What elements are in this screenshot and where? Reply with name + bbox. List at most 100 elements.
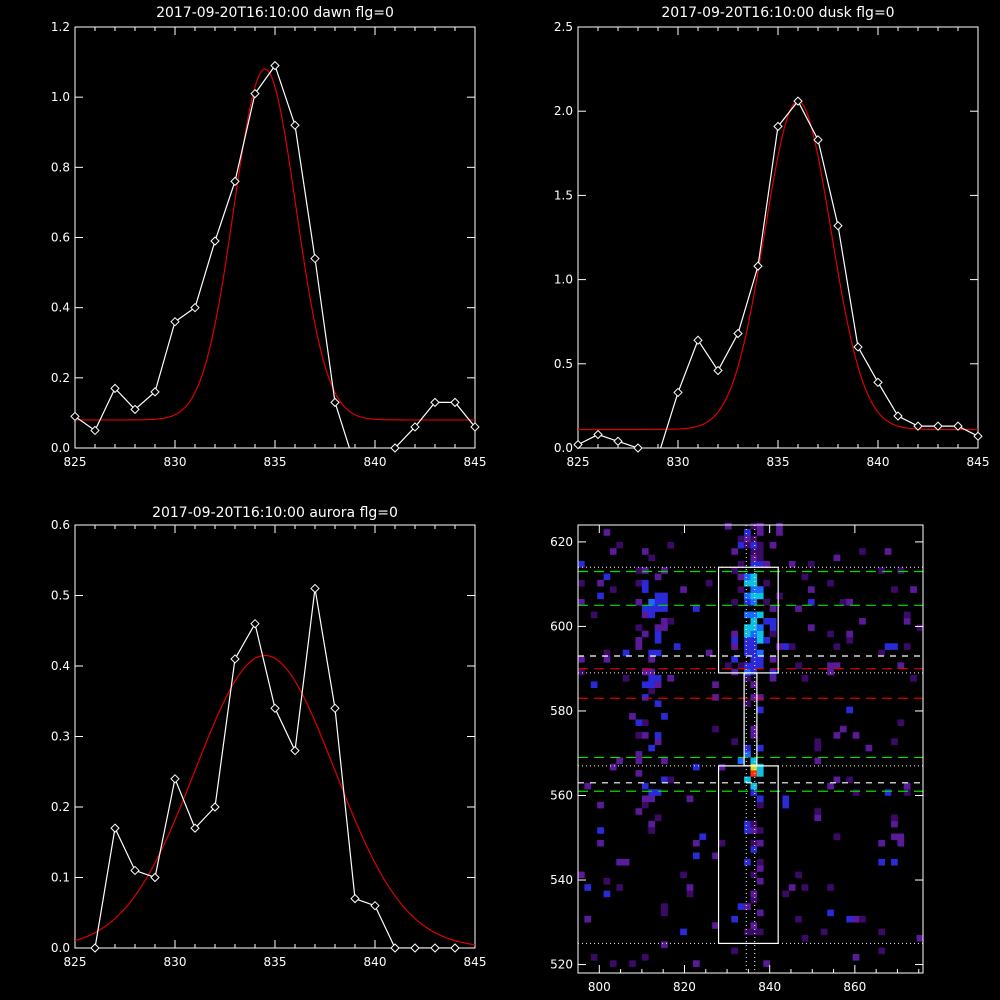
heatmap-cell: [744, 928, 751, 936]
heatmap-cell: [833, 776, 841, 784]
heatmap-cell: [750, 643, 758, 650]
heatmap-cell: [878, 928, 885, 936]
data-point: [70, 411, 80, 422]
image-axes: 800 820 840 860 520 540 560 580 600 620: [550, 525, 923, 994]
heatmap-cell: [756, 624, 764, 631]
heatmap-cell: [756, 586, 764, 593]
heatmap-cell: [750, 637, 758, 644]
heatmap-cell: [635, 567, 643, 574]
heatmap-cell: [750, 922, 758, 929]
heatmap-cell: [654, 637, 662, 644]
heatmap-cell: [724, 522, 732, 530]
data-point: [90, 943, 100, 953]
heatmap-cell: [795, 605, 802, 612]
heatmap-cell: [578, 871, 585, 879]
heatmap-cell: [686, 795, 694, 803]
data-point: [250, 88, 260, 99]
heatmap-cell: [756, 706, 764, 714]
heatmap-cell: [801, 884, 809, 891]
heatmap-cell: [718, 763, 726, 771]
heatmap-cell: [750, 541, 758, 549]
heatmap-cell: [801, 573, 809, 581]
data-point: [290, 745, 300, 756]
heatmap-cell: [603, 656, 611, 663]
heatmap-cell: [750, 890, 758, 898]
heatmap-cell: [846, 637, 853, 644]
heatmap-cell: [756, 548, 764, 555]
data-point: [150, 387, 160, 397]
heatmap-cell: [731, 738, 738, 745]
heatmap-cell: [763, 599, 770, 606]
data-point: [410, 943, 420, 953]
heatmap-cell: [878, 567, 885, 574]
heatmap-cell: [603, 649, 611, 657]
heatmap-cell: [756, 541, 764, 549]
x-tick-label: 840: [364, 455, 387, 469]
heatmap-cell: [750, 649, 758, 657]
data-point: [210, 802, 220, 812]
x-tick-label: 840: [758, 980, 781, 994]
heatmap-cell: [750, 896, 758, 904]
heatmap-cell: [661, 909, 668, 917]
heatmap-cell: [865, 744, 873, 752]
heatmap-cell: [648, 687, 655, 695]
heatmap-cell: [891, 586, 898, 593]
data-point: [190, 302, 200, 313]
heatmap-cell: [616, 858, 623, 866]
heatmap-cell: [814, 814, 822, 822]
heatmap-cell: [750, 827, 758, 834]
heatmap-cell: [744, 751, 751, 758]
heatmap-cell: [648, 789, 655, 796]
heatmap-cell: [852, 915, 860, 923]
heatmap-cell: [827, 662, 834, 669]
dusk-panel: 2017-09-20T16:10:00 dusk flg=0 825 830 835…: [554, 5, 990, 469]
heatmap-cell: [910, 586, 917, 593]
heatmap-cell: [750, 763, 758, 771]
region-box: [717, 765, 779, 945]
heatmap-cell: [763, 579, 770, 587]
heatmap-cell: [820, 928, 828, 936]
x-tick-label: 860: [843, 980, 866, 994]
heatmap-cell: [846, 776, 853, 784]
heatmap-cell: [667, 541, 675, 549]
heatmap-cell: [756, 770, 764, 777]
heatmap-cell: [827, 884, 834, 891]
heatmap-cell: [788, 560, 796, 568]
data-point: [973, 431, 983, 441]
heatmap-cell: [712, 922, 719, 929]
heatmap-cell: [756, 909, 764, 917]
heatmap-cell: [750, 662, 758, 669]
heatmap-cell: [903, 618, 911, 625]
heatmap-cell: [827, 668, 834, 676]
heatmap-cell: [846, 630, 853, 638]
heatmap-cell: [673, 643, 681, 650]
heatmap-cell: [814, 757, 822, 765]
heatmap-cell: [654, 649, 662, 657]
dusk-axes: 825 830 835 840 845 0.0 0.5 1.0 1.5 2.0 2.5: [554, 20, 990, 469]
fit-curve: [578, 100, 978, 431]
heatmap-cell: [795, 662, 802, 669]
heatmap-cell: [654, 592, 662, 600]
heatmap-cell: [578, 656, 585, 663]
x-tick-label: 830: [667, 455, 690, 469]
data-point: [230, 654, 240, 664]
heatmap-cell: [891, 643, 898, 650]
data-point: [150, 872, 160, 883]
heatmap-cell: [578, 560, 585, 568]
heatmap-cell: [693, 605, 700, 612]
heatmap-cell: [827, 579, 834, 587]
heatmap-cell: [808, 624, 815, 631]
data-point: [270, 60, 280, 71]
heatmap-cell: [750, 820, 758, 828]
image-overlays: [578, 525, 923, 973]
y-tick-label: 2.0: [554, 104, 573, 118]
data-point: [110, 383, 120, 394]
heatmap-cell: [776, 643, 783, 650]
heatmap-cell: [578, 668, 585, 676]
heatmap-cell: [680, 871, 687, 879]
x-tick-label: 845: [464, 955, 487, 969]
aurora-panel: 2017-09-20T16:10:00 aurora flg=0 825 830 8…: [51, 505, 487, 969]
heatmap-cell: [597, 592, 604, 600]
heatmap-cell: [852, 732, 860, 739]
